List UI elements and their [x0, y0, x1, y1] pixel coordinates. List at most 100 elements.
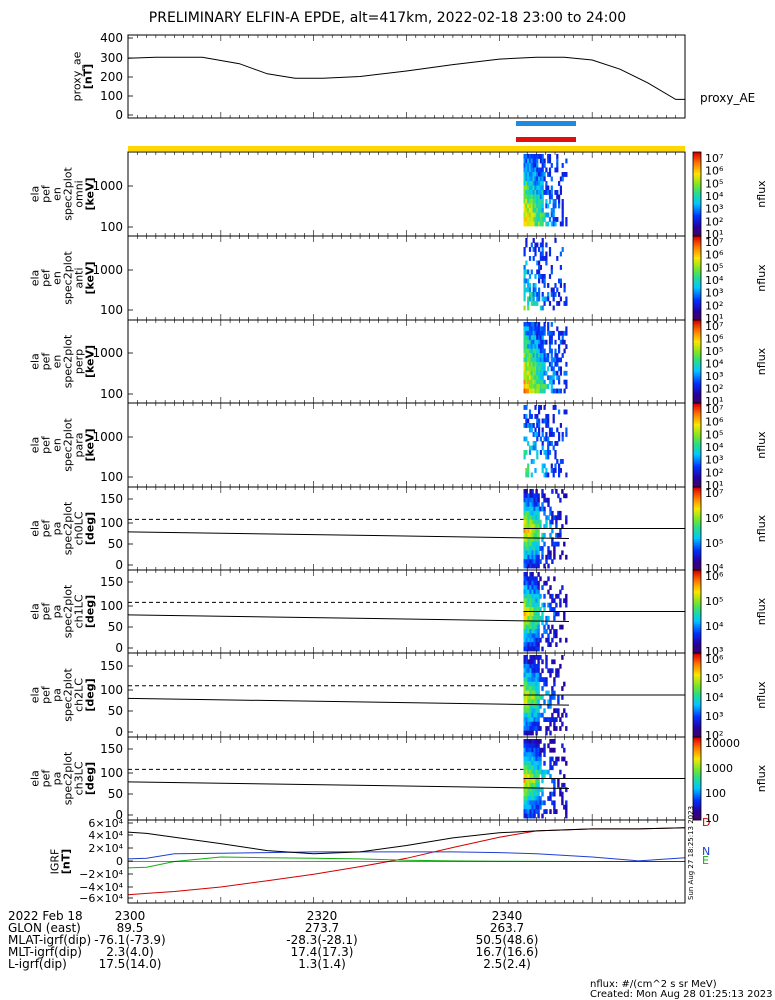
- spectrogram-cell: [527, 203, 530, 209]
- spectrogram-cell: [552, 296, 555, 302]
- spectrogram-cell: [541, 335, 544, 341]
- science-zone-bar-blue: [516, 121, 576, 126]
- spectrogram-cell: [533, 510, 536, 516]
- spectrogram-cell: [535, 760, 538, 766]
- spectrogram-cell: [534, 287, 537, 293]
- spectrogram-cell: [538, 409, 541, 415]
- colorbar-segment: [693, 303, 701, 306]
- series-label-proxy-ae: proxy_AE: [700, 91, 755, 105]
- spectrogram-cell: [527, 554, 530, 560]
- spectrogram-cell: [553, 607, 556, 612]
- colorbar-segment: [693, 328, 701, 331]
- spectrogram-cell: [541, 221, 544, 227]
- colorbar-segment: [693, 718, 701, 721]
- spectrogram-cell: [538, 274, 541, 279]
- colorbar-segment: [693, 324, 701, 327]
- spectrogram-cell: [534, 353, 537, 358]
- colorbar-tick-label: 10⁵: [705, 345, 723, 358]
- spectrogram-cell: [525, 493, 528, 499]
- spectrogram-cell: [547, 172, 550, 177]
- spectrogram-cell: [550, 287, 553, 293]
- colorbar-tick-label: 10³: [705, 645, 723, 658]
- spectrogram-cell: [523, 659, 526, 665]
- spectrogram-cell: [553, 546, 556, 551]
- y-tick-label-igrf: 0: [116, 855, 123, 868]
- spectrogram-cell: [534, 468, 537, 473]
- colorbar-segment: [693, 615, 701, 619]
- spectrogram-cell: [539, 637, 542, 643]
- colorbar-segment: [693, 233, 701, 237]
- spectrogram-cell: [531, 655, 534, 660]
- colorbar-segment: [693, 505, 701, 509]
- spectrogram-cell: [538, 384, 541, 389]
- spectrogram-cell: [565, 361, 568, 367]
- spectrogram-cell: [527, 774, 530, 779]
- spectrogram-cell: [539, 756, 542, 762]
- spectrogram-cell: [539, 167, 542, 173]
- y-axis-label-line: anti: [73, 267, 86, 288]
- spectrogram-cell: [555, 515, 558, 521]
- spectrogram-cell: [535, 593, 538, 599]
- y-tick-label-anti: 100: [100, 303, 123, 317]
- spectrogram-cell: [527, 190, 530, 195]
- colorbar-label: nflux: [755, 681, 768, 709]
- spectrogram-cell: [531, 537, 534, 543]
- spectrogram-cell: [523, 615, 526, 621]
- spectrogram-cell: [523, 265, 526, 270]
- spectrogram-cell: [565, 760, 568, 766]
- spectrogram-cell: [561, 217, 564, 222]
- spectrogram-cell: [523, 782, 526, 788]
- spectrogram-cell: [534, 167, 537, 173]
- spectrogram-cell: [565, 787, 568, 793]
- spectrogram-cell: [565, 598, 568, 604]
- spectrogram-cell: [553, 695, 556, 700]
- spectrogram-cell: [557, 778, 560, 784]
- spectrogram-cell: [528, 212, 532, 218]
- spectrogram-cell: [532, 238, 535, 243]
- spectrogram-cell: [565, 726, 568, 731]
- spectrogram-cell: [523, 637, 526, 643]
- colorbar-segment: [693, 680, 701, 683]
- spectrogram-cell: [541, 167, 544, 173]
- colorbar-segment: [693, 619, 701, 623]
- spectrogram-cell: [537, 598, 540, 604]
- spectrogram-cell: [558, 472, 561, 478]
- spectrogram-cell: [527, 747, 530, 753]
- spectrogram-cell: [563, 541, 566, 547]
- spectrogram-cell: [533, 580, 536, 586]
- spectrogram-cell: [528, 366, 532, 372]
- spectrogram-cell: [529, 743, 532, 749]
- spectrogram-cell: [528, 335, 532, 341]
- spectrogram-cell: [523, 663, 526, 669]
- spectrogram-cell: [528, 375, 532, 381]
- colorbar-tick-label: 100: [705, 787, 726, 800]
- spectrogram-cell: [541, 615, 544, 621]
- y-axis-label-line: [deg]: [84, 678, 97, 711]
- spectrogram-cell: [525, 580, 528, 586]
- spectrogram-cell: [565, 326, 568, 332]
- colorbar-segment: [693, 223, 701, 226]
- spectrogram-cell: [530, 203, 533, 209]
- spectrogram-cell: [545, 260, 548, 266]
- spectrogram-cell: [538, 344, 541, 349]
- spectrogram-cell: [533, 695, 536, 700]
- y-tick-label-proxy_ae: 300: [100, 51, 123, 65]
- spectrogram-cell: [532, 296, 535, 302]
- spectrogram-cell: [541, 747, 544, 753]
- spectrogram-cell: [523, 158, 526, 164]
- spectrogram-cell: [539, 190, 542, 195]
- spectrogram-cell: [561, 756, 564, 762]
- spectrogram-cell: [523, 203, 526, 209]
- spectrogram-cell: [558, 468, 561, 473]
- spectrogram-cell: [529, 489, 532, 494]
- y-axis-label-line: [nT]: [60, 849, 73, 874]
- spectrogram-cell: [527, 384, 530, 389]
- spectrogram-cell: [533, 717, 536, 722]
- spectrogram-cell: [547, 615, 550, 621]
- colorbar-tick-label: 10¹: [705, 395, 723, 408]
- spectrogram-cell: [559, 554, 562, 560]
- spectrogram-cell: [523, 287, 526, 293]
- colorbar-segment: [693, 407, 701, 410]
